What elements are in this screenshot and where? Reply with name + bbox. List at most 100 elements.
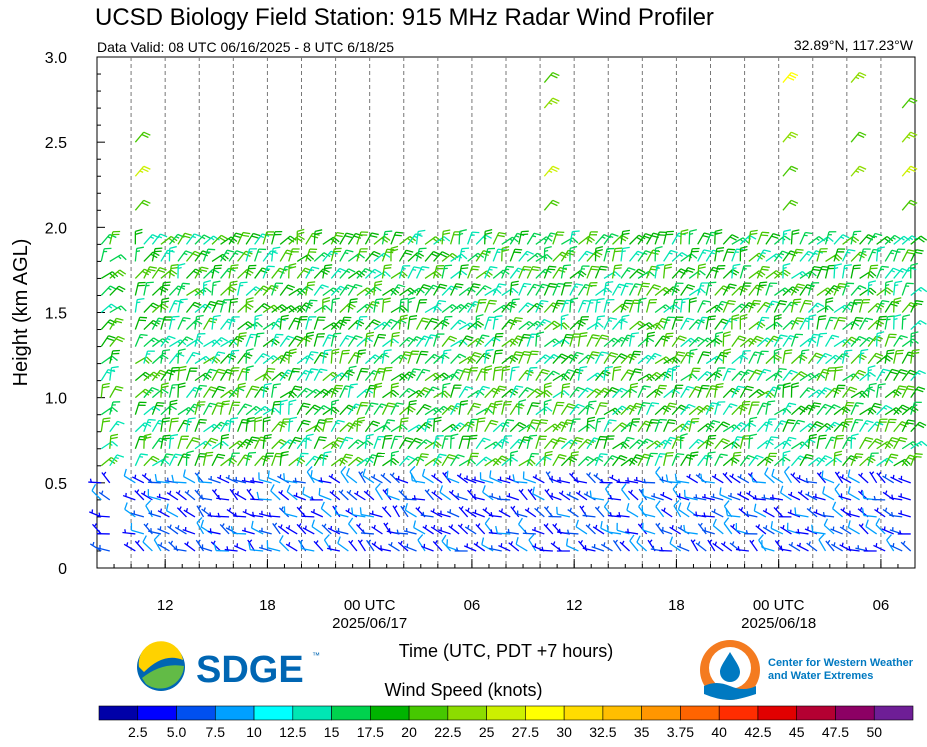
wind-barb	[91, 484, 102, 501]
wind-barb	[859, 336, 876, 348]
wind-barb	[160, 453, 174, 467]
wind-barb	[748, 335, 764, 347]
wind-barb	[676, 493, 690, 501]
wind-barb	[432, 299, 447, 313]
wind-barb	[527, 488, 537, 501]
wind-barb	[586, 416, 596, 432]
wind-barb	[858, 472, 869, 484]
wind-barb	[475, 456, 493, 467]
wind-barb	[407, 456, 425, 467]
wind-barb	[262, 231, 275, 245]
wind-barb	[356, 316, 368, 330]
wind-barb	[373, 452, 385, 466]
wind-barb	[220, 236, 238, 245]
wind-barb	[620, 229, 630, 245]
wind-barb	[606, 524, 622, 535]
wind-barb	[168, 315, 180, 330]
wind-barb	[151, 401, 165, 415]
wind-barb	[636, 535, 648, 552]
wind-barb	[748, 454, 764, 467]
wind-barb	[177, 282, 190, 296]
wind-barb	[637, 402, 651, 415]
wind-barb	[339, 404, 356, 416]
wind-barb	[731, 314, 740, 330]
wind-barb	[356, 248, 368, 262]
wind-barb	[765, 400, 776, 415]
wind-barb	[247, 539, 256, 552]
wind-barb	[245, 436, 260, 450]
colorbar-tick-label: 35	[634, 724, 650, 740]
wind-barb	[799, 317, 814, 330]
x-tick-label: 18	[668, 597, 685, 614]
wind-barb	[390, 450, 399, 466]
wind-barb	[254, 353, 270, 365]
wind-barb	[479, 472, 494, 484]
wind-barb	[901, 131, 918, 143]
wind-barb	[756, 265, 770, 279]
wind-barb	[603, 435, 615, 449]
wind-barb	[756, 440, 774, 450]
wind-barb	[322, 296, 331, 313]
wind-barb	[233, 476, 247, 484]
wind-barb	[157, 526, 170, 535]
wind-barb	[267, 512, 281, 518]
wind-barb	[586, 251, 603, 262]
wind-barb	[901, 441, 920, 450]
wind-barb	[398, 417, 409, 432]
wind-barb	[893, 404, 910, 416]
wind-barb	[569, 436, 584, 450]
wind-barb	[611, 283, 627, 296]
wind-barb	[637, 270, 655, 279]
wind-barb	[134, 298, 145, 313]
wind-barb	[327, 525, 341, 535]
wind-barb	[168, 399, 178, 415]
wind-barb	[816, 332, 828, 347]
wind-barb	[224, 546, 238, 552]
wind-barb	[884, 234, 902, 245]
wind-barb	[313, 540, 324, 552]
wind-barb	[816, 387, 833, 399]
wind-barb	[196, 516, 205, 535]
wind-barb	[753, 503, 767, 518]
wind-barb	[151, 267, 167, 279]
wind-barb	[875, 518, 886, 535]
wind-barb	[432, 435, 444, 449]
wind-barb	[168, 233, 185, 245]
x-tick-label: 12	[566, 597, 583, 614]
colorbar-label: Wind Speed (knots)	[384, 680, 543, 700]
wind-barb	[364, 354, 382, 365]
wind-barb	[492, 366, 503, 381]
wind-barb	[654, 245, 663, 262]
wind-barb	[671, 423, 689, 433]
wind-barb	[526, 302, 544, 313]
wind-barb	[220, 457, 238, 467]
wind-barb	[356, 367, 369, 381]
wind-barb	[901, 199, 918, 211]
wind-barb	[250, 477, 264, 484]
wind-barb	[196, 505, 205, 518]
wind-barb	[220, 339, 238, 348]
wind-barb	[577, 265, 590, 279]
wind-barb	[910, 331, 919, 347]
wind-barb	[816, 422, 834, 433]
wind-barb	[833, 366, 844, 381]
wind-barb	[145, 499, 153, 518]
wind-barb	[134, 246, 144, 262]
wind-barb	[465, 507, 477, 518]
wind-barb	[278, 535, 290, 552]
wind-barb	[594, 315, 605, 330]
wind-barb	[646, 388, 663, 399]
wind-barb	[824, 231, 837, 245]
wind-barb	[535, 268, 552, 279]
wind-barb	[168, 352, 185, 365]
wind-barb	[228, 417, 239, 432]
wind-barb	[842, 301, 858, 313]
wind-barb	[910, 286, 927, 296]
wind-barb	[714, 438, 730, 450]
wind-barb	[804, 477, 818, 484]
wind-barb	[475, 385, 490, 398]
wind-barb	[509, 248, 523, 262]
wind-barb	[859, 234, 876, 245]
wind-barb	[100, 303, 118, 313]
